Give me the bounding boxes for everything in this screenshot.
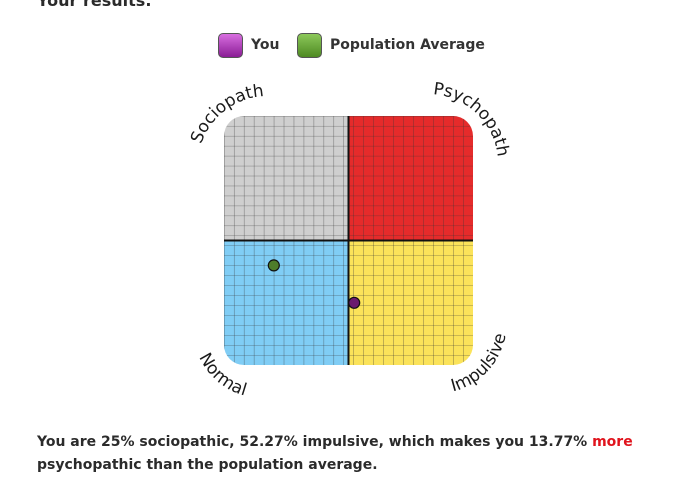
legend-item-you: You [218,30,279,60]
data-point-population-average [267,259,280,272]
data-point-you [348,296,361,309]
legend-swatch-population [297,32,322,58]
personality-chart: Sociopath Psychopath Normal Impulsive [187,79,513,400]
result-summary: You are 25% sociopathic, 52.27% impulsiv… [37,431,657,477]
results-heading: Your results: [37,0,152,10]
chart-legend: You Population Average [0,30,690,60]
legend-label-you: You [251,37,280,53]
summary-text-2: psychopathic than the population average… [37,457,378,473]
legend-item-population: Population Average [297,30,485,60]
summary-highlight: more [592,434,633,450]
chart-points [267,259,361,309]
summary-text-1: You are 25% sociopathic, 52.27% impulsiv… [37,434,588,450]
legend-swatch-you [218,32,243,58]
legend-label-population: Population Average [330,37,485,53]
